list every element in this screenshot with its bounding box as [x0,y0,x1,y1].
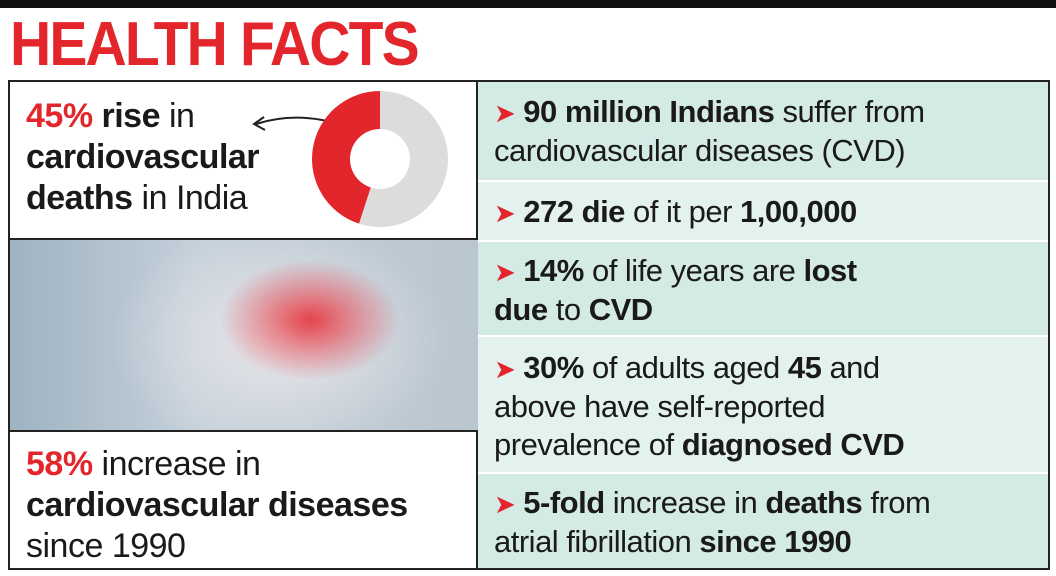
text-segment: 30% [523,349,584,385]
text-segment: 5-fold [523,485,605,520]
left-top-cell: 45% rise in cardiovascular deaths in India [10,82,478,240]
text-segment: diagnosed CVD [681,426,905,462]
text-segment: 1,00,000 [740,194,857,229]
text-segment: since 1990 [699,524,852,559]
text-segment: rise [92,97,161,135]
text-line: since 1990 [26,526,408,567]
text-line: prevalence of diagnosed CVD [494,426,905,464]
text-segment: in [160,97,195,135]
text-line: due to CVD [494,291,857,329]
text-segment: 90 million Indians [523,94,775,129]
text-line: ➤ 272 die of it per 1,00,000 [494,193,857,232]
fact-text: ➤ 272 die of it per 1,00,000 [494,193,857,232]
text-segment: cardiovascular diseases (CVD) [494,133,906,168]
text-segment: deaths [26,179,133,217]
text-line: ➤ 90 million Indians suffer from [494,93,925,132]
text-segment: due [494,291,548,327]
text-line: cardiovascular [26,137,260,178]
fact-text: ➤ 5-fold increase in deaths from atrial fi… [494,484,931,561]
text-segment: to [547,291,589,327]
title: HEALTH FACTS [10,10,420,79]
text-segment: since 1990 [26,527,186,565]
fact-text: ➤ 90 million Indians suffer from cardiovas… [494,93,925,170]
donut-segment [311,91,380,224]
text-line: cardiovascular diseases (CVD) [494,132,925,170]
text-segment: prevalence of [494,426,682,462]
pointer-arrowhead [252,116,266,131]
donut-chart [252,91,448,227]
text-segment: and [821,349,880,385]
text-segment: of life years are [583,252,804,288]
facts-column: ➤ 90 million Indians suffer from cardiovas… [478,82,1048,568]
fact-row: ➤ 30% of adults aged 45 and above have sel… [478,335,1048,472]
text-segment: increase in [92,445,261,483]
text-line: ➤ 30% of adults aged 45 and [494,349,904,388]
text-segment: cardiovascular [26,138,260,176]
text-segment: CVD [588,291,653,327]
fact-row: ➤ 272 die of it per 1,00,000 [478,180,1048,240]
text-segment: of it per [624,194,741,229]
left-bottom-cell: 58% increase in cardiovascular diseases si… [10,430,478,570]
text-segment: suffer from [774,94,926,129]
bullet-arrow: ➤ [494,256,516,287]
fact-text: ➤ 14% of life years are lost due to CVD [494,252,857,329]
bullet-arrow: ➤ [494,98,516,128]
text-line: ➤ 14% of life years are lost [494,252,857,291]
text-segment: increase in [604,485,766,520]
text-line: ➤ 5-fold increase in deaths from [494,484,931,523]
text-line: above have self-reported [494,388,904,426]
text-line: atrial fibrillation since 1990 [494,523,930,561]
text-segment: cardiovascular diseases [26,486,408,524]
text-segment: of adults aged [583,349,788,385]
text-segment: from [862,485,931,520]
text-segment: 45 [787,349,822,385]
text-segment: above have self-reported [494,388,825,424]
top-bar [0,0,1056,8]
text-line: cardiovascular diseases [26,485,408,526]
text-segment: atrial fibrillation [494,524,700,559]
bullet-arrow: ➤ [494,489,516,519]
text-segment: in India [132,179,248,217]
text-segment: lost [803,252,858,288]
fact-row: ➤ 14% of life years are lost due to CVD [478,240,1048,335]
fact-row: ➤ 5-fold increase in deaths from atrial fi… [478,472,1048,568]
frame: 45% rise in cardiovascular deaths in India… [8,80,1050,570]
left-bottom-text: 58% increase in cardiovascular diseases si… [26,444,408,567]
photo [10,240,478,430]
bullet-arrow: ➤ [494,198,516,228]
text-segment: deaths [765,485,863,520]
fact-text: ➤ 30% of adults aged 45 and above have sel… [494,349,905,464]
bullet-arrow: ➤ [494,353,516,384]
left-top-text: 45% rise in cardiovascular deaths in India [26,96,260,219]
text-line: deaths in India [26,178,259,219]
text-line: 45% rise in [26,96,259,137]
fact-row: ➤ 90 million Indians suffer from cardiovas… [478,82,1048,180]
text-segment: 14% [523,252,584,288]
text-segment: 45% [26,97,93,135]
text-segment: 272 die [523,194,625,229]
text-segment: 58% [26,445,93,483]
text-line: 58% increase in [26,444,408,485]
donut-rest [358,91,448,227]
